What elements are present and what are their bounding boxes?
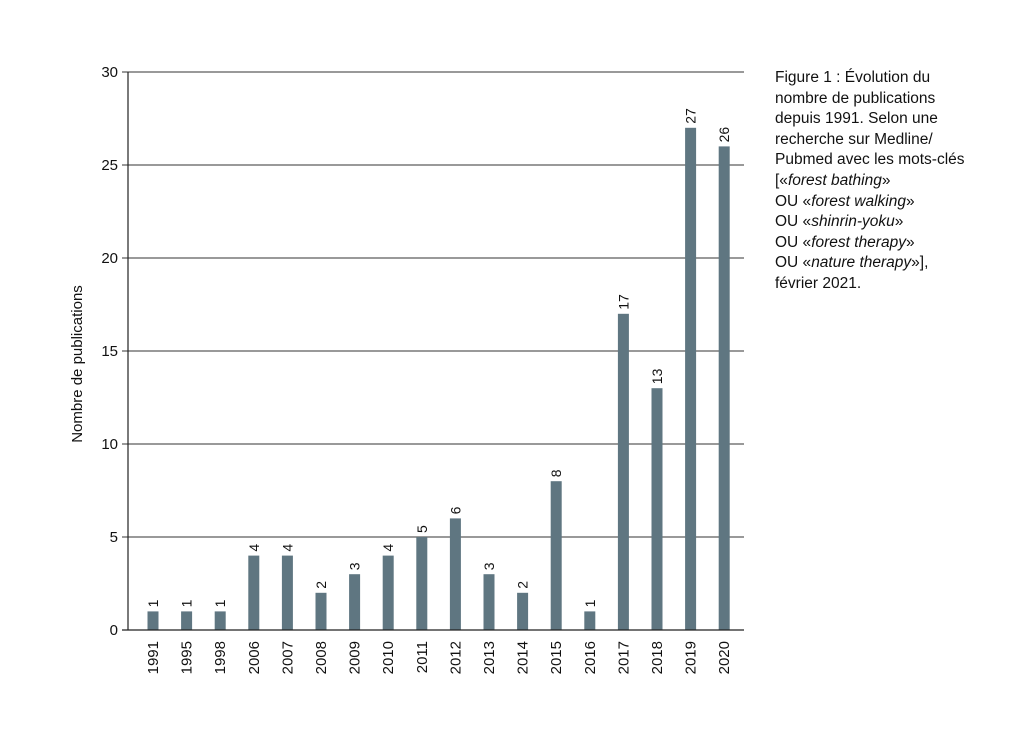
bar-value-label: 2 [515,581,531,589]
bar [214,611,226,630]
bar [181,611,193,630]
x-tick-label: 2010 [380,641,397,674]
caption-text: » [881,171,891,189]
caption-line: février 2021. [775,274,862,292]
caption-keyword: forest walking [811,192,906,210]
bar [550,481,562,630]
caption-text: OU « [775,233,812,251]
caption-keyword: forest bathing [787,171,882,189]
x-tick-label: 2007 [279,641,296,674]
bar-value-label: 26 [716,127,732,143]
bar [584,611,596,630]
bar [147,611,159,630]
caption-text: »], [911,254,929,272]
x-tick-label: 1998 [212,641,229,674]
gridlines [122,71,744,631]
bar-value-label: 4 [380,544,396,552]
bar-value-label: 4 [279,544,295,552]
bar-value-label: 1 [145,599,161,607]
bar-value-label: 5 [414,525,430,533]
bar-value-label: 17 [615,294,631,310]
x-tick-label: 2008 [313,641,330,674]
caption-line: Figure 1 : Évolution du [775,69,931,86]
x-tick-label: 1995 [179,641,196,674]
caption-text: » [905,192,915,210]
bar [718,146,730,630]
y-tick-label: 30 [101,64,118,81]
bar-value-label: 1 [179,599,195,607]
y-tick-label: 0 [110,622,118,639]
caption-line: [«forest bathing» [775,171,1015,192]
bar-value-label: 8 [548,469,564,477]
bar [483,574,495,630]
bar-value-label: 4 [246,544,262,552]
caption-line: OU «nature therapy»], [775,253,1015,274]
bar [248,555,260,630]
caption-text: OU « [775,192,812,210]
caption-text: OU « [775,254,812,272]
caption-line: Pubmed avec les mots-clés [775,151,965,169]
y-tick-label: 5 [110,529,118,546]
bar-value-label: 6 [447,506,463,514]
bar [349,574,361,630]
bar [416,537,428,630]
caption-line: OU «shinrin-yoku» [775,212,1015,233]
caption-line: OU «forest walking» [775,192,1015,213]
bar [382,555,394,630]
bar [651,388,663,630]
x-tick-label: 2011 [414,641,431,673]
x-tick-label: 2015 [548,641,565,674]
bar [517,592,529,630]
bar [449,518,461,630]
figure-caption: Figure 1 : Évolution du nombre de public… [775,68,1015,295]
bar [315,592,327,630]
caption-text: » [894,213,904,231]
x-tick-label: 2006 [246,641,263,674]
x-tick-label: 2009 [347,641,364,674]
caption-text: OU « [775,213,812,231]
x-tick-label: 2014 [515,641,532,674]
x-tick-label: 2020 [716,641,733,674]
y-axis-label: Nombre de publications [69,285,86,443]
caption-line: nombre de publications [775,89,936,107]
bar-value-label: 13 [649,368,665,384]
caption-line: OU «forest therapy» [775,233,1015,254]
bar-value-label: 2 [313,581,329,589]
caption-keyword: nature therapy [811,254,912,272]
y-tick-label: 10 [101,436,118,453]
bar-value-label: 3 [481,562,497,570]
caption-keyword: forest therapy [811,233,906,251]
caption-keyword: shinrin-yoku [811,213,895,231]
x-tick-label: 2016 [582,641,599,674]
caption-line: recherche sur Medline/ [775,130,933,148]
bar [685,127,697,631]
bars [147,127,730,631]
bar-value-label: 27 [683,108,699,124]
x-tick-label: 2017 [615,641,632,674]
bar [281,555,293,630]
data-labels: 1 1 1 4 4 2 3 4 5 6 3 2 8 1 17 13 27 26 [145,108,732,607]
x-tick-label: 2019 [683,641,700,674]
x-tick-label: 2018 [649,641,666,674]
caption-line: depuis 1991. Selon une [775,110,938,128]
x-tick-label: 2013 [481,641,498,674]
x-tick-label: 1991 [145,641,162,674]
y-tick-label: 20 [101,250,118,267]
y-tick-label: 15 [101,343,118,360]
bar [617,313,629,630]
y-tick-label: 25 [101,157,118,174]
bar-value-label: 1 [582,599,598,607]
bar-value-label: 3 [347,562,363,570]
bar-value-label: 1 [212,599,228,607]
caption-text: » [905,233,915,251]
caption-text: [« [775,171,788,189]
x-tick-label: 2012 [447,641,464,674]
